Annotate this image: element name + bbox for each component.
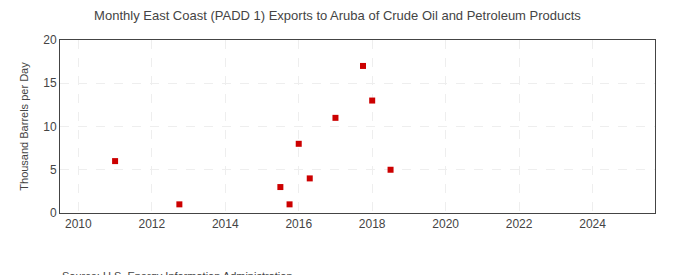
svg-text:2014: 2014: [212, 217, 239, 231]
svg-text:20: 20: [43, 33, 57, 47]
svg-text:5: 5: [50, 163, 57, 177]
svg-text:2022: 2022: [506, 217, 533, 231]
svg-text:15: 15: [43, 76, 57, 90]
svg-text:0: 0: [50, 206, 57, 220]
svg-text:2018: 2018: [359, 217, 386, 231]
svg-text:Source: U.S. Energy Informatio: Source: U.S. Energy Information Administ…: [62, 270, 293, 275]
svg-text:2016: 2016: [285, 217, 312, 231]
svg-text:2012: 2012: [138, 217, 165, 231]
svg-text:2020: 2020: [432, 217, 459, 231]
svg-text:10: 10: [43, 120, 57, 134]
svg-text:2010: 2010: [65, 217, 92, 231]
svg-text:2024: 2024: [579, 217, 606, 231]
svg-text:Monthly East Coast (PADD 1) Ex: Monthly East Coast (PADD 1) Exports to A…: [94, 8, 581, 23]
svg-text:Thousand Barrels per Day: Thousand Barrels per Day: [18, 62, 30, 191]
